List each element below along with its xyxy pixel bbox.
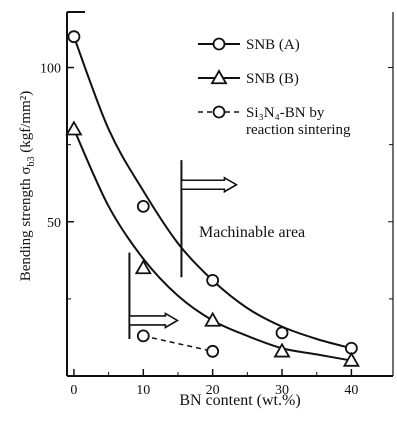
x-tick-label-1: 10 <box>136 383 150 398</box>
series-markers <box>65 30 360 367</box>
machinable-area-annotation <box>128 160 239 339</box>
legend-label-0: SNB (A) <box>246 37 300 53</box>
series-1-point-0 <box>65 120 83 136</box>
x-tick-label-4: 40 <box>344 383 358 398</box>
legend-marker-0 <box>212 37 226 51</box>
y-axis-label-unit: (kgf/mm²) <box>18 91 34 157</box>
x-tick-label-0: 0 <box>70 383 77 398</box>
series-0-point-2 <box>206 273 220 287</box>
series-1-point-3 <box>273 342 291 358</box>
y-tick-label-1: 100 <box>40 62 61 77</box>
series-2-point-0 <box>136 329 150 343</box>
y-axis-label: Bending strength σb3 (kgf/mm²) <box>18 91 37 282</box>
x-tick-label-3: 30 <box>275 383 289 398</box>
legend-marker-2 <box>212 105 226 119</box>
series-0-point-1 <box>136 199 150 213</box>
y-axis-label-main: Bending strength σ <box>18 167 34 282</box>
legend-label-2: Si₃N₄-BN by <box>246 105 325 121</box>
series-0-point-0 <box>67 30 81 44</box>
machinable-a-arrow <box>180 176 239 194</box>
series-0-point-3 <box>275 326 289 340</box>
legend-label-1: SNB (B) <box>246 71 299 87</box>
axis-ticks: 0 10 20 30 40 50 100 <box>40 62 393 398</box>
x-axis-label: BN content (wt.%) <box>179 392 300 409</box>
y-axis-label-sub: b3 <box>26 157 37 167</box>
axes-frame <box>66 11 394 377</box>
series-2-line <box>143 335 213 353</box>
series-2-point-1 <box>206 344 220 358</box>
series-1-point-1 <box>134 259 152 275</box>
y-tick-label-0: 50 <box>47 216 61 231</box>
x-tick-label-2: 20 <box>206 383 220 398</box>
machinable-b-arrow <box>128 312 180 329</box>
series-1-point-4 <box>342 351 360 367</box>
legend-label-2-line2: reaction sintering <box>246 122 351 138</box>
series-1-point-2 <box>204 311 222 327</box>
annotation-label: Machinable area <box>199 224 305 241</box>
legend-marker-1 <box>210 69 228 85</box>
